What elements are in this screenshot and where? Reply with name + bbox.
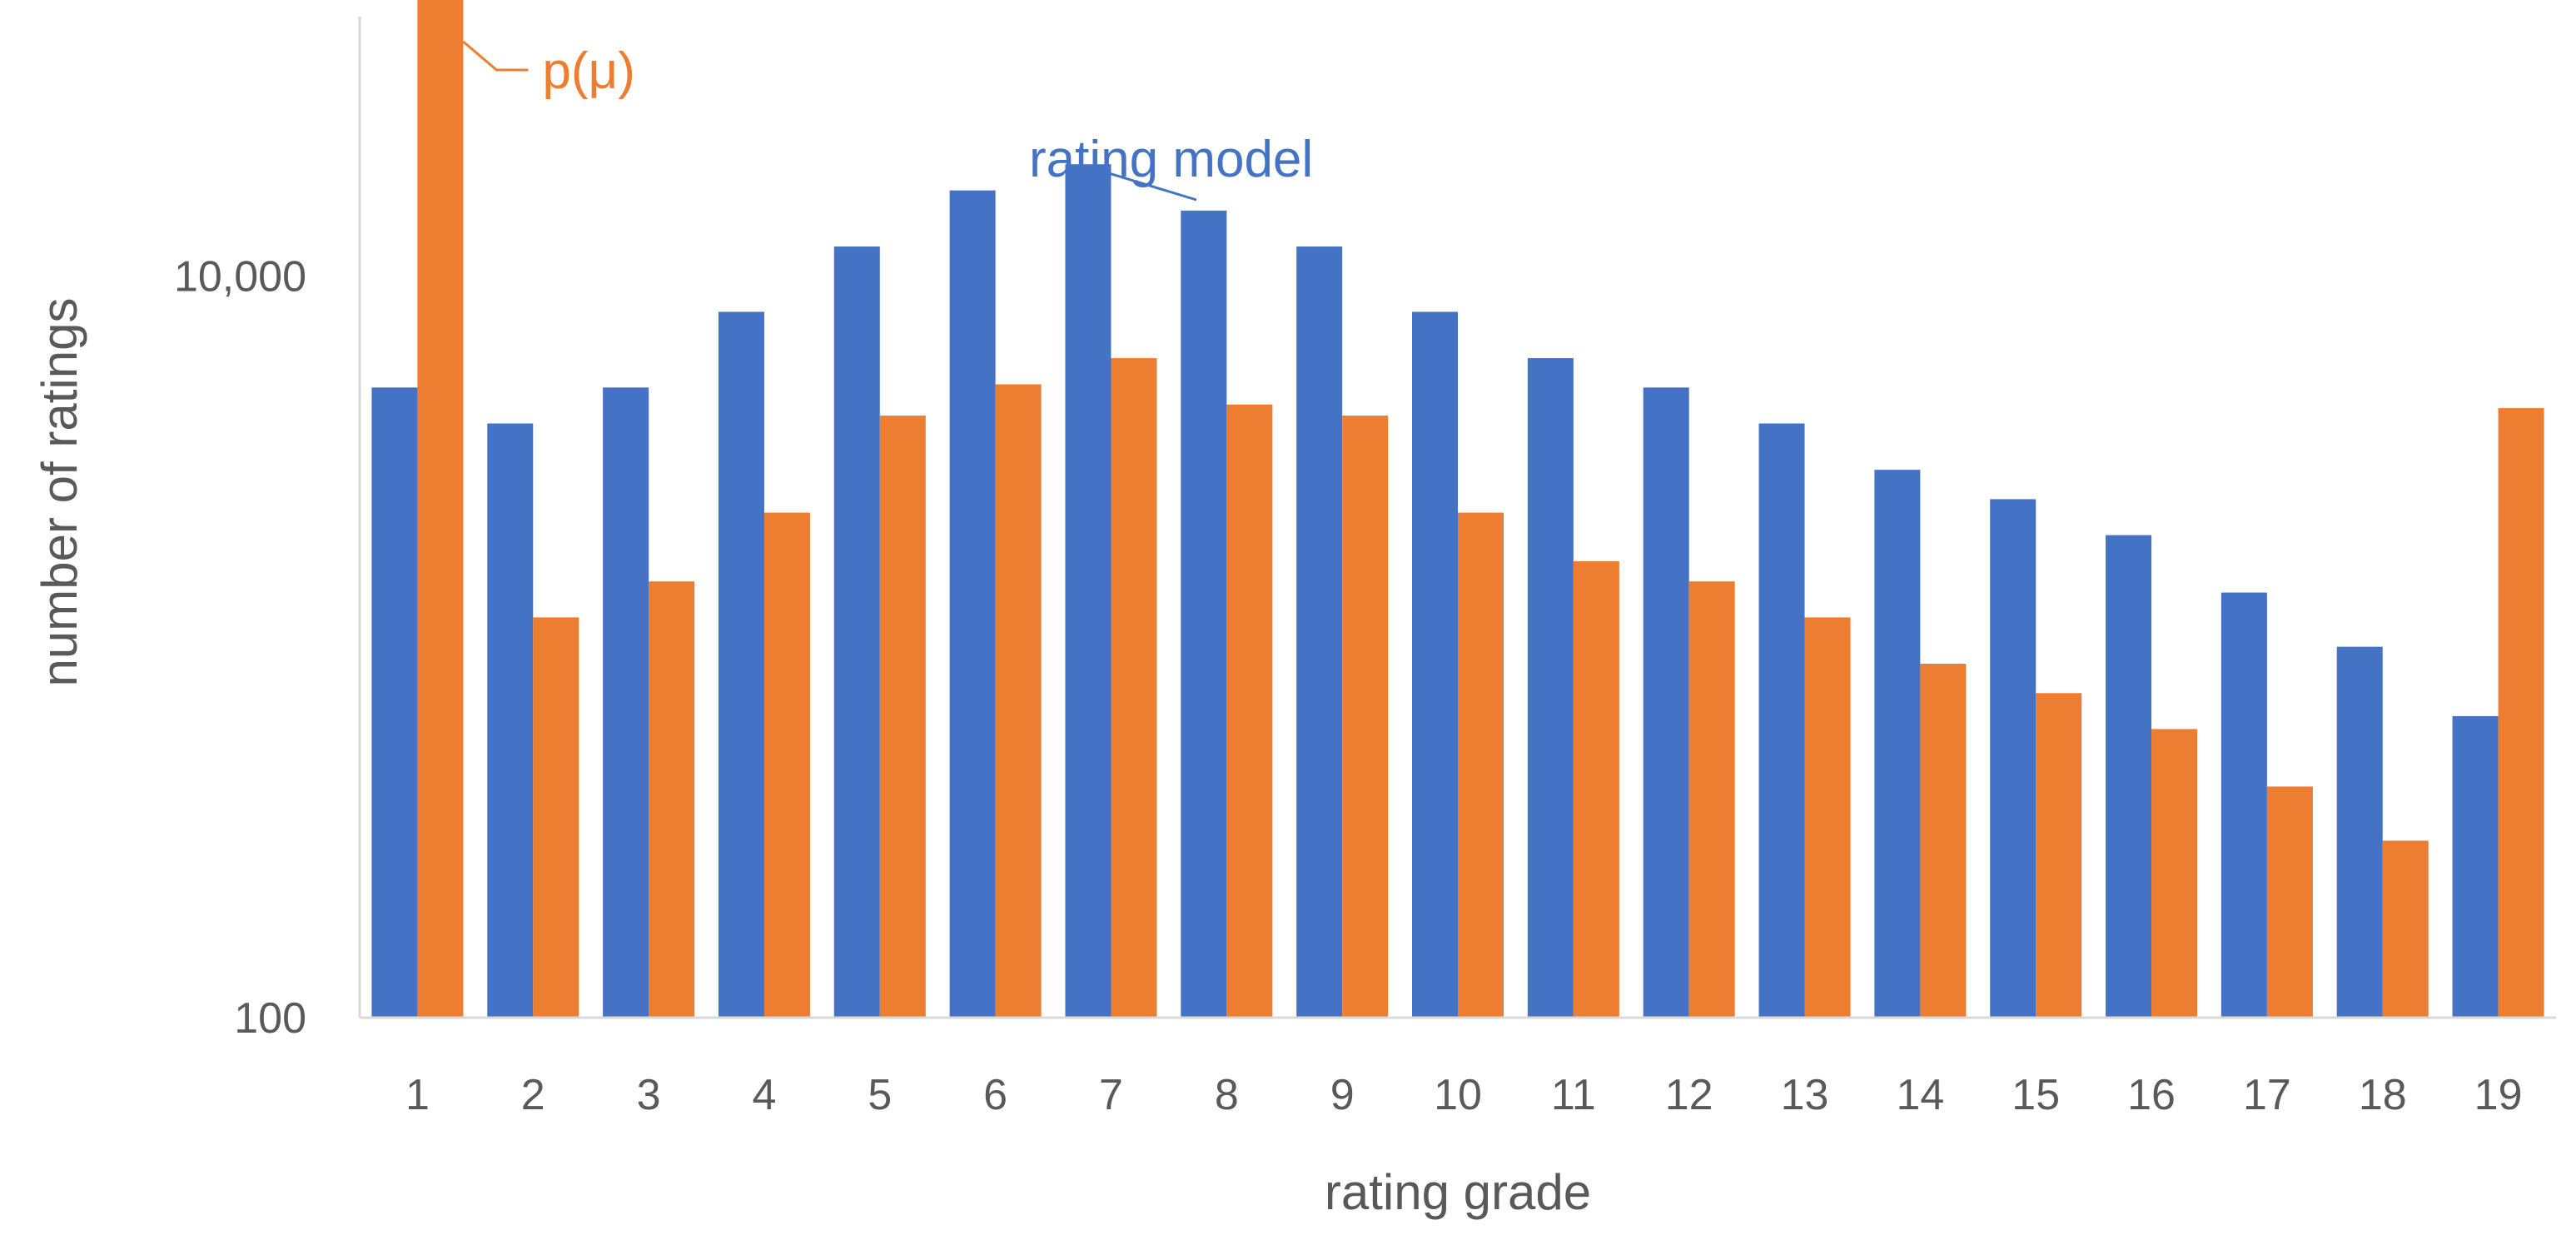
bar-p-mu-5: [879, 416, 926, 1018]
bar-p-mu-11: [1573, 561, 1619, 1018]
x-tick-label-8: 8: [1215, 1071, 1239, 1119]
bar-rating-model-1: [371, 387, 418, 1018]
x-tick-label-1: 1: [405, 1071, 430, 1119]
x-tick-label-2: 2: [521, 1071, 545, 1119]
x-tick-label-11: 11: [1551, 1071, 1596, 1119]
bar-rating-model-7: [1065, 164, 1111, 1018]
bar-rating-model-4: [718, 311, 764, 1018]
bar-rating-model-8: [1181, 210, 1227, 1018]
x-tick-label-10: 10: [1434, 1071, 1482, 1119]
bar-p-mu-10: [1458, 512, 1504, 1018]
x-tick-label-16: 16: [2127, 1071, 2176, 1119]
bar-rating-model-14: [1874, 470, 1921, 1018]
bar-p-mu-8: [1226, 404, 1273, 1018]
bar-rating-model-9: [1296, 247, 1343, 1018]
bar-p-mu-16: [2151, 729, 2198, 1018]
rating-model-annotation: rating model: [1029, 131, 1313, 188]
bar-rating-model-15: [1990, 499, 2036, 1018]
x-tick-label-14: 14: [1896, 1071, 1944, 1119]
bar-rating-model-3: [603, 387, 649, 1018]
bar-p-mu-4: [763, 512, 810, 1018]
bar-rating-model-5: [833, 247, 880, 1018]
x-tick-label-9: 9: [1330, 1071, 1355, 1119]
bar-rating-model-17: [2220, 592, 2267, 1018]
bar-rating-model-13: [1758, 423, 1805, 1018]
rating-model-annotation-leader: [1084, 164, 1197, 202]
bar-p-mu-15: [2036, 693, 2082, 1018]
bar-p-mu-18: [2382, 840, 2429, 1018]
bar-p-mu-12: [1688, 581, 1735, 1018]
bar-p-mu-13: [1804, 617, 1851, 1018]
x-tick-label-6: 6: [983, 1071, 1007, 1119]
bar-p-mu-1: [417, 0, 464, 1018]
x-tick-label-17: 17: [2243, 1071, 2291, 1119]
x-tick-label-3: 3: [637, 1071, 661, 1119]
x-tick-label-13: 13: [1781, 1071, 1829, 1119]
y-tick-label-10000: 10,000: [174, 252, 306, 301]
x-tick-label-12: 12: [1665, 1071, 1713, 1119]
bar-p-mu-6: [995, 384, 1042, 1018]
bar-rating-model-12: [1643, 387, 1689, 1018]
p-mu-annotation-leader: [462, 40, 529, 72]
bar-rating-model-11: [1527, 358, 1574, 1018]
x-axis-title: rating grade: [1325, 1164, 1591, 1220]
bar-p-mu-17: [2266, 786, 2313, 1018]
bar-p-mu-9: [1342, 416, 1389, 1018]
x-tick-label-19: 19: [2474, 1071, 2523, 1119]
x-tick-label-15: 15: [2012, 1071, 2060, 1119]
bar-rating-model-18: [2336, 646, 2383, 1018]
bar-rating-model-19: [2452, 715, 2499, 1018]
bar-rating-model-2: [487, 423, 534, 1018]
y-tick-label-100: 100: [234, 994, 306, 1043]
x-tick-label-4: 4: [752, 1071, 776, 1119]
y-axis-title: number of ratings: [32, 298, 87, 687]
bar-rating-model-10: [1412, 311, 1458, 1018]
bar-p-mu-3: [649, 581, 695, 1018]
bar-p-mu-14: [1920, 664, 1967, 1018]
x-tick-label-7: 7: [1099, 1071, 1123, 1119]
bar-p-mu-7: [1111, 358, 1157, 1018]
x-tick-label-5: 5: [868, 1071, 892, 1119]
p-mu-annotation: p(μ): [542, 42, 635, 100]
bar-p-mu-19: [2498, 408, 2544, 1018]
x-tick-label-18: 18: [2359, 1071, 2407, 1119]
bar-rating-model-16: [2106, 535, 2152, 1018]
bar-rating-model-6: [949, 190, 996, 1018]
bar-p-mu-2: [533, 617, 579, 1018]
